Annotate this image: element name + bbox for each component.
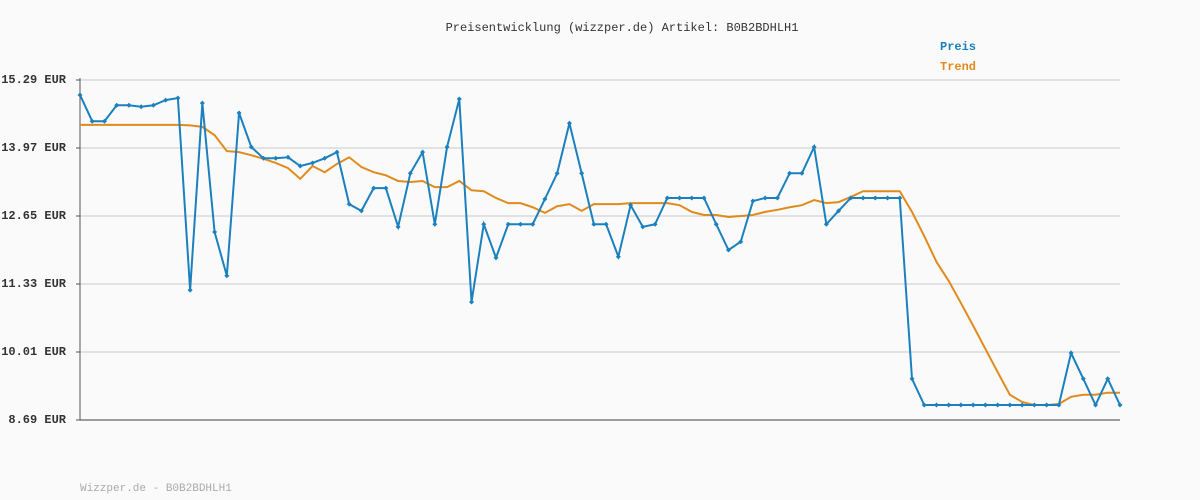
point (383, 185, 389, 191)
point (946, 402, 952, 408)
point (187, 287, 193, 293)
point (909, 376, 915, 382)
point (432, 221, 438, 227)
point (199, 100, 205, 106)
point (640, 224, 646, 230)
point (1117, 402, 1123, 408)
point (750, 198, 756, 204)
point (897, 195, 903, 201)
point (407, 170, 413, 176)
point (701, 195, 707, 201)
line-1 (80, 123, 1120, 407)
point (995, 402, 1001, 408)
point (395, 224, 401, 230)
point (505, 221, 511, 227)
point (725, 247, 731, 253)
point (1093, 402, 1099, 408)
point (456, 96, 462, 102)
point (224, 273, 230, 279)
point (982, 402, 988, 408)
point (1031, 402, 1037, 408)
point (615, 254, 621, 260)
point (1007, 402, 1013, 408)
point (811, 144, 817, 150)
point (212, 229, 218, 235)
point (566, 120, 572, 126)
point (652, 221, 658, 227)
point (970, 402, 976, 408)
point (1080, 376, 1086, 382)
point (236, 110, 242, 116)
point (101, 118, 107, 124)
point (860, 195, 866, 201)
point (334, 149, 340, 155)
point (163, 97, 169, 103)
point (444, 144, 450, 150)
point (481, 221, 487, 227)
y-tick-label: 15.29 EUR (1, 73, 67, 87)
point (89, 118, 95, 124)
point (677, 195, 683, 201)
point (530, 221, 536, 227)
point (738, 239, 744, 245)
point (689, 195, 695, 201)
point (885, 195, 891, 201)
point (664, 195, 670, 201)
point (322, 155, 328, 161)
point (297, 163, 303, 169)
y-tick-label: 12.65 EUR (1, 209, 67, 223)
point (579, 170, 585, 176)
point (469, 299, 475, 305)
point (358, 208, 364, 214)
point (346, 201, 352, 207)
point (787, 170, 793, 176)
point (114, 102, 120, 108)
chart-title: Preisentwicklung (wizzper.de) Artikel: B… (446, 21, 799, 35)
point (138, 104, 144, 110)
point (823, 221, 829, 227)
y-tick-label: 13.97 EUR (1, 141, 67, 155)
point (591, 221, 597, 227)
point (603, 221, 609, 227)
point (309, 160, 315, 166)
point (1019, 402, 1025, 408)
point (836, 208, 842, 214)
point (150, 102, 156, 108)
point (273, 155, 279, 161)
point (1105, 376, 1111, 382)
legend-label: Preis (940, 40, 976, 54)
point (1056, 402, 1062, 408)
point (285, 154, 291, 160)
point (848, 195, 854, 201)
point (542, 196, 548, 202)
point (554, 170, 560, 176)
point (493, 255, 499, 261)
point (762, 195, 768, 201)
legend-label: Trend (940, 60, 976, 74)
y-tick-label: 10.01 EUR (1, 345, 67, 359)
point (872, 195, 878, 201)
point (175, 95, 181, 101)
point (921, 402, 927, 408)
y-tick-label: 8.69 EUR (8, 413, 66, 427)
point (628, 202, 634, 208)
point (261, 155, 267, 161)
point (1068, 350, 1074, 356)
point (799, 170, 805, 176)
point (774, 195, 780, 201)
point (248, 144, 254, 150)
point (77, 92, 83, 98)
footer: Wizzper.de - B0B2BDHLH1 (80, 483, 232, 495)
point (713, 221, 719, 227)
y-tick-label: 11.33 EUR (1, 277, 67, 291)
point (371, 185, 377, 191)
point (126, 102, 132, 108)
point (958, 402, 964, 408)
point (1044, 402, 1050, 408)
point (420, 149, 426, 155)
point (933, 402, 939, 408)
point (517, 221, 523, 227)
